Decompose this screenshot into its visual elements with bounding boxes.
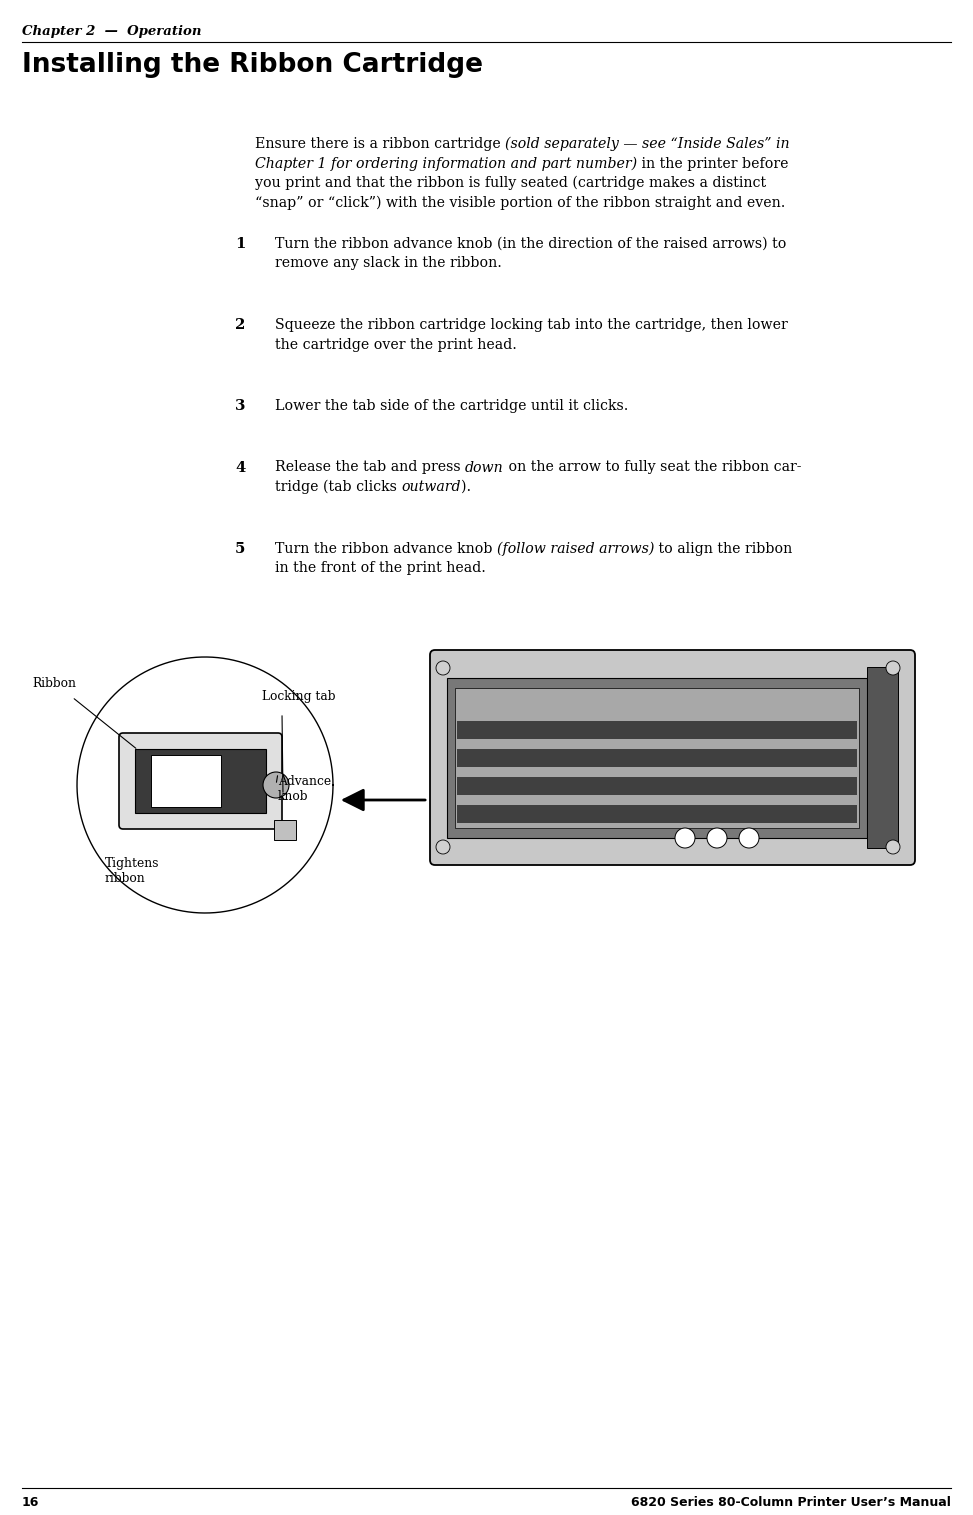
Text: 5: 5 xyxy=(235,541,245,556)
Text: ).: ). xyxy=(461,480,471,494)
Bar xyxy=(457,721,857,739)
Bar xyxy=(867,667,898,848)
FancyBboxPatch shape xyxy=(430,650,915,865)
Text: Tightens
ribbon: Tightens ribbon xyxy=(105,857,160,885)
Text: Installing the Ribbon Cartridge: Installing the Ribbon Cartridge xyxy=(22,52,483,77)
Text: Lower the tab side of the cartridge until it clicks.: Lower the tab side of the cartridge unti… xyxy=(275,398,629,414)
Text: Chapter 1 for ordering information and part number): Chapter 1 for ordering information and p… xyxy=(255,156,637,171)
Text: in the printer before: in the printer before xyxy=(637,156,789,171)
Circle shape xyxy=(886,661,900,676)
Text: 1: 1 xyxy=(235,236,245,251)
Bar xyxy=(457,804,857,823)
Text: you print and that the ribbon is fully seated (cartridge makes a distinct: you print and that the ribbon is fully s… xyxy=(255,176,766,189)
Text: Turn the ribbon advance knob: Turn the ribbon advance knob xyxy=(275,541,497,556)
Circle shape xyxy=(707,829,727,848)
Text: Advance
knob: Advance knob xyxy=(278,776,331,803)
Bar xyxy=(274,820,296,839)
Text: tridge (tab clicks: tridge (tab clicks xyxy=(275,480,402,494)
Text: 6820 Series 80-Column Printer User’s Manual: 6820 Series 80-Column Printer User’s Man… xyxy=(631,1495,951,1509)
Circle shape xyxy=(436,661,450,676)
Text: 4: 4 xyxy=(235,461,245,474)
Bar xyxy=(457,777,857,795)
Text: Turn the ribbon advance knob (in the direction of the raised arrows) to: Turn the ribbon advance knob (in the dir… xyxy=(275,236,786,251)
Circle shape xyxy=(739,829,759,848)
Text: 3: 3 xyxy=(235,398,245,414)
Bar xyxy=(135,748,266,814)
Circle shape xyxy=(263,773,289,798)
Text: (sold separately — see “Inside Sales” in: (sold separately — see “Inside Sales” in xyxy=(505,136,790,152)
Bar xyxy=(457,748,857,767)
Text: Chapter 2  —  Operation: Chapter 2 — Operation xyxy=(22,26,201,38)
Text: on the arrow to fully seat the ribbon car-: on the arrow to fully seat the ribbon ca… xyxy=(504,461,802,474)
Text: in the front of the print head.: in the front of the print head. xyxy=(275,561,486,576)
Text: Ribbon: Ribbon xyxy=(32,677,76,689)
Text: outward: outward xyxy=(402,480,461,494)
Text: 2: 2 xyxy=(235,318,245,332)
Text: Squeeze the ribbon cartridge locking tab into the cartridge, then lower: Squeeze the ribbon cartridge locking tab… xyxy=(275,318,788,332)
FancyBboxPatch shape xyxy=(119,733,282,829)
Text: down: down xyxy=(465,461,504,474)
Text: to align the ribbon: to align the ribbon xyxy=(655,541,793,556)
Text: Release the tab and press: Release the tab and press xyxy=(275,461,465,474)
Text: remove any slack in the ribbon.: remove any slack in the ribbon. xyxy=(275,256,502,271)
Text: Locking tab: Locking tab xyxy=(262,689,336,703)
Bar xyxy=(455,688,859,829)
Text: “snap” or “click”) with the visible portion of the ribbon straight and even.: “snap” or “click”) with the visible port… xyxy=(255,195,785,209)
Text: the cartridge over the print head.: the cartridge over the print head. xyxy=(275,338,517,351)
Circle shape xyxy=(675,829,695,848)
Bar xyxy=(447,679,867,838)
Circle shape xyxy=(886,839,900,854)
Circle shape xyxy=(436,839,450,854)
Bar xyxy=(151,754,221,807)
Text: (follow raised arrows): (follow raised arrows) xyxy=(497,541,655,556)
Text: Ensure there is a ribbon cartridge: Ensure there is a ribbon cartridge xyxy=(255,136,505,152)
Text: 16: 16 xyxy=(22,1495,39,1509)
